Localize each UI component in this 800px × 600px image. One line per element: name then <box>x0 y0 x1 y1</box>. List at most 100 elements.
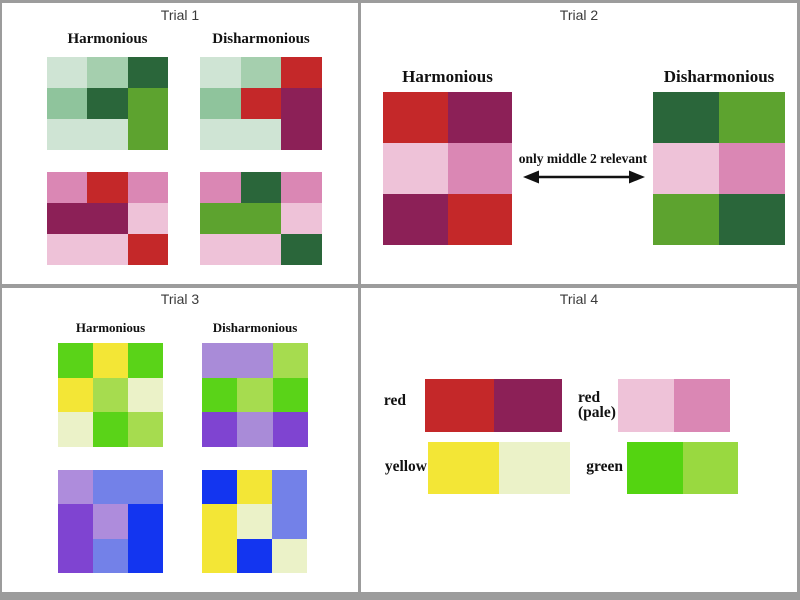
grid-cell-grassGreen <box>240 203 282 234</box>
trial4-title: Trial 4 <box>559 291 599 307</box>
grid-cell-darkGreen <box>87 88 128 119</box>
grid-cell-red <box>87 172 128 203</box>
frame-right <box>797 0 800 600</box>
grid-cell-periwinkle <box>128 470 163 505</box>
trial3-harmonious-label: Harmonious <box>75 320 146 335</box>
trial4-label-green: green <box>586 458 623 475</box>
grid-cell-purple <box>58 538 93 573</box>
trial3-harmonious-yellow-green-grid <box>58 343 163 447</box>
swatch-red <box>425 379 494 432</box>
trial4-label-yellow: yellow <box>384 458 427 475</box>
trial1-disharmonious-pink-grid <box>200 172 322 265</box>
grid-cell-brightBlue <box>128 538 163 573</box>
trial1-harmonious-pink-grid <box>47 172 168 265</box>
grid-cell-darkMagenta <box>87 203 128 234</box>
grid-cell-darkGreen <box>127 57 168 88</box>
grid-cell-yellow <box>237 470 272 505</box>
trial2-title: Trial 2 <box>559 7 599 23</box>
trial1-disharmonious-label: Disharmonious <box>212 31 310 47</box>
grid-cell-red <box>383 92 448 143</box>
trial4-red-pair <box>425 379 562 432</box>
trial2-harmonious-grid <box>383 92 512 245</box>
grid-cell-yellow <box>58 377 93 413</box>
trial1-harmonious-label: Harmonious <box>67 31 148 47</box>
grid-cell-brightGreen <box>202 377 238 413</box>
grid-cell-periwinkle <box>272 470 307 505</box>
grid-cell-darkMagenta <box>47 203 88 234</box>
trial2-disharmonious-label: Disharmonious <box>663 67 775 86</box>
swatch-vividGreen <box>627 442 683 494</box>
trial4-green-pair <box>627 442 738 494</box>
grid-cell-pink <box>447 143 512 194</box>
grid-cell-palePink <box>653 143 719 194</box>
grid-cell-darkGreen <box>653 92 719 143</box>
grid-cell-lightGreen <box>87 57 128 88</box>
grid-cell-periwinkle <box>93 470 128 505</box>
grid-cell-grassGreen <box>719 92 785 143</box>
grid-cell-grassGreen <box>200 203 241 234</box>
grid-cell-palePink <box>127 203 168 234</box>
horizontal-divider <box>0 284 800 288</box>
swatch-yellow <box>428 442 499 494</box>
grid-cell-brightBlue <box>128 504 163 539</box>
grid-cell-palePink <box>87 234 128 265</box>
swatch-paleCream <box>499 442 570 494</box>
grid-cell-brightGreen <box>93 412 128 447</box>
grid-cell-brightBlue <box>237 538 272 573</box>
grid-cell-lavender <box>237 412 273 447</box>
grid-cell-lavender <box>237 343 273 378</box>
grid-cell-red <box>240 88 282 119</box>
trial1-harmonious-green-grid <box>47 57 168 150</box>
trial3-title: Trial 3 <box>160 291 200 307</box>
grid-cell-periwinkle <box>93 538 128 573</box>
grid-cell-paleGreen <box>87 119 128 150</box>
grid-cell-pink <box>200 172 241 203</box>
trial1-disharmonious-green-grid <box>200 57 322 150</box>
swatch-pink <box>674 379 730 432</box>
grid-cell-paleGreen <box>47 119 88 150</box>
grid-cell-mediumLavender <box>93 504 128 539</box>
grid-cell-yellow <box>202 504 237 539</box>
grid-cell-periwinkle <box>272 504 307 539</box>
trial1-title: Trial 1 <box>160 7 200 23</box>
grid-cell-red <box>447 194 512 245</box>
grid-cell-palePink <box>240 234 282 265</box>
grid-cell-red <box>281 57 322 88</box>
grid-cell-paleCream <box>237 504 272 539</box>
grid-cell-yellow <box>202 538 237 573</box>
grid-cell-brightGreen <box>272 377 308 413</box>
grid-cell-paleGreen <box>200 119 241 150</box>
grid-cell-lightYellowGreen <box>128 412 163 447</box>
grid-cell-darkGreen <box>719 194 785 245</box>
trial3-disharmonious-purple-green-grid <box>202 343 308 447</box>
grid-cell-grassGreen <box>127 88 168 119</box>
frame-bottom <box>0 592 800 600</box>
trial2-annotation: only middle 2 relevant <box>518 151 648 166</box>
grid-cell-darkGreen <box>240 172 282 203</box>
grid-cell-pink <box>47 172 88 203</box>
grid-cell-medGreen <box>47 88 88 119</box>
grid-cell-brightGreen <box>58 343 93 378</box>
grid-cell-darkMagenta <box>281 119 322 150</box>
trial2-disharmonious-grid <box>653 92 785 245</box>
double-arrow-icon <box>523 170 645 184</box>
grid-cell-purple <box>58 504 93 539</box>
grid-cell-paleGreen <box>200 57 241 88</box>
grid-cell-paleCream <box>128 377 163 413</box>
trial4-yellow-pair <box>428 442 570 494</box>
grid-cell-palePink <box>281 203 322 234</box>
vertical-divider <box>358 0 361 600</box>
grid-cell-pink <box>127 172 168 203</box>
trial3-disharmonious-label: Disharmonious <box>212 320 298 335</box>
swatch-yellowGreen <box>682 442 738 494</box>
frame-top <box>0 0 800 3</box>
grid-cell-lightYellowGreen <box>237 377 273 413</box>
grid-cell-lavender <box>202 343 238 378</box>
trial4-pale-pair <box>618 379 730 432</box>
grid-cell-paleGreen <box>47 57 88 88</box>
grid-cell-grassGreen <box>653 194 719 245</box>
grid-cell-paleCream <box>272 538 307 573</box>
grid-cell-yellow <box>93 343 128 378</box>
grid-cell-brightGreen <box>128 343 163 378</box>
